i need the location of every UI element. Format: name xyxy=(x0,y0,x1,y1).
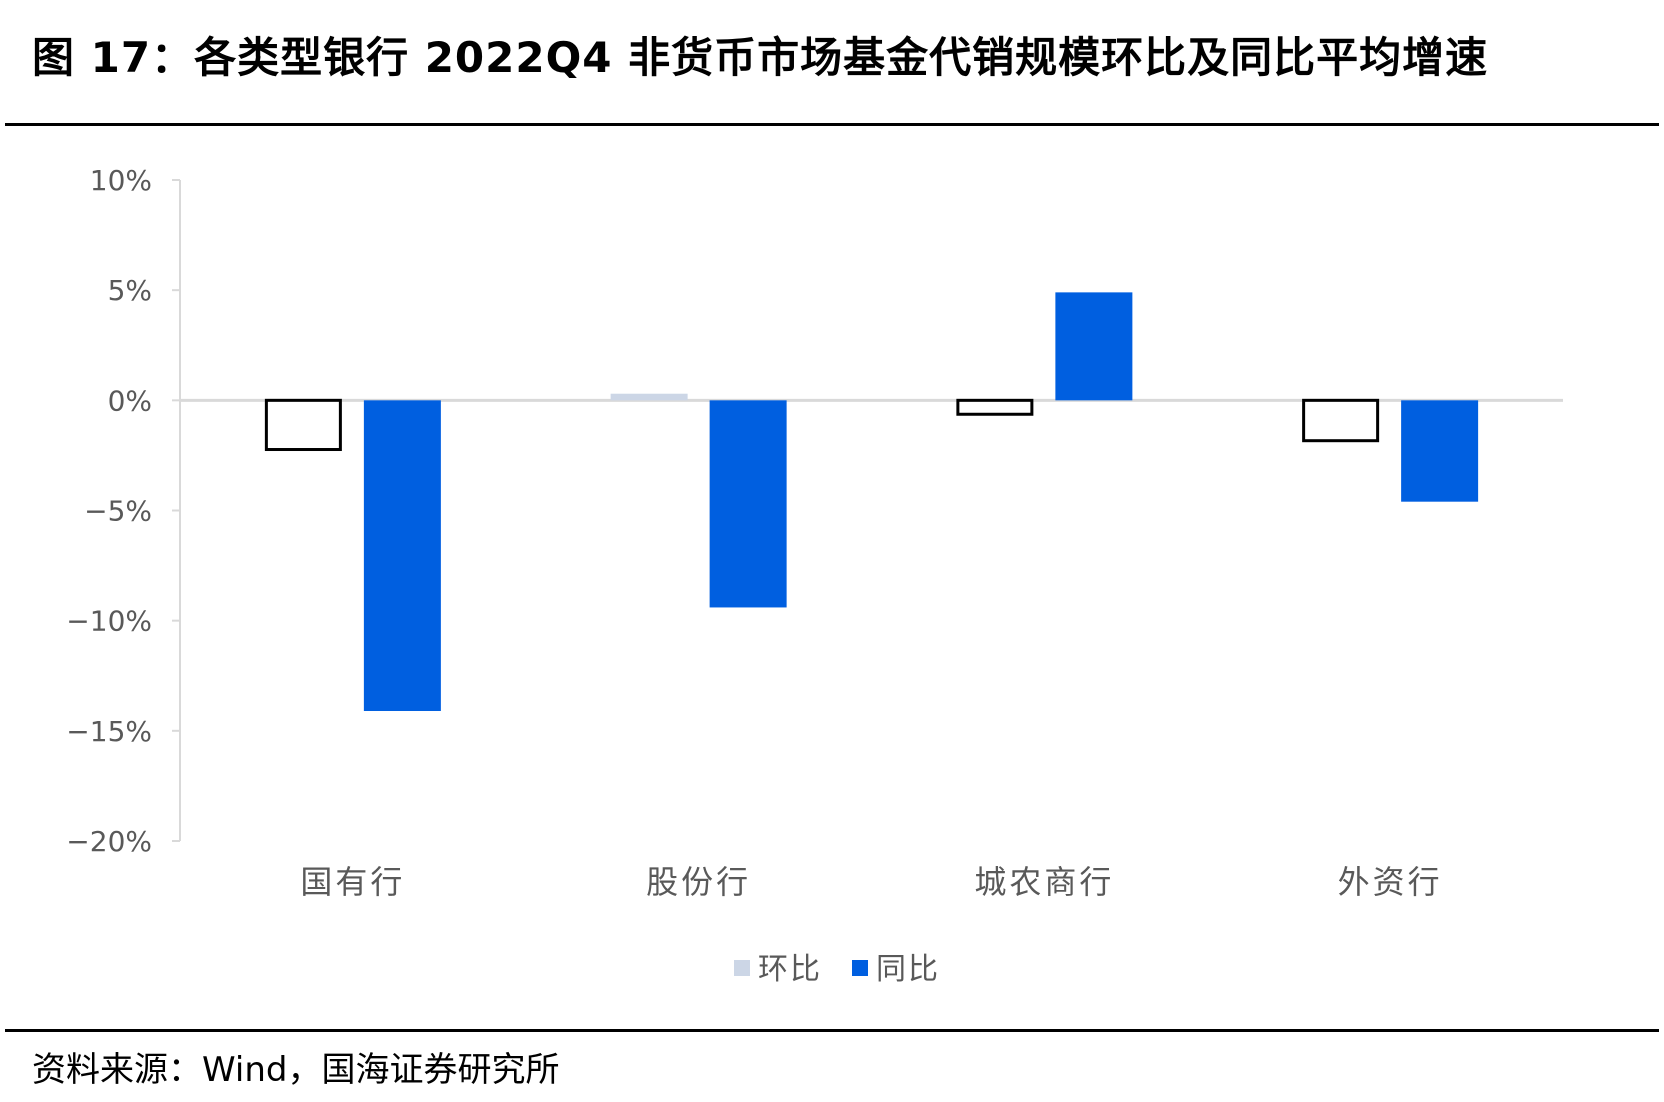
x-tick-label: 城农商行 xyxy=(974,863,1114,901)
x-tick-label: 外资行 xyxy=(1338,863,1443,901)
y-axis: 10% 5% 0% −5% −10% −15% −20% xyxy=(66,164,1563,858)
legend-swatch-1 xyxy=(734,960,750,976)
y-tick-label: 10% xyxy=(90,164,152,197)
y-tick-label: 5% xyxy=(108,274,152,307)
y-tick-label: −5% xyxy=(84,495,152,528)
legend: 环比 同比 xyxy=(734,952,940,987)
bar-yoy-4 xyxy=(1401,400,1479,502)
legend-swatch-2 xyxy=(852,960,868,976)
legend-label-2: 同比 xyxy=(876,952,940,987)
y-tick-label: 0% xyxy=(108,384,152,417)
y-tick-label: −20% xyxy=(66,825,152,858)
title-rule xyxy=(5,123,1659,126)
bar-yoy-1 xyxy=(363,400,441,712)
x-axis-labels: 国有行 股份行 城农商行 外资行 xyxy=(300,863,1443,901)
bar-qoq-4 xyxy=(1302,398,1380,443)
bar-qoq-2 xyxy=(610,393,688,401)
bar-chart: 10% 5% 0% −5% −10% −15% −20% 国有行 股份行 城农商行 外资行 环比 同… xyxy=(66,164,1563,987)
source-rule xyxy=(5,1029,1659,1032)
figure-title: 图 17：各类型银行 2022Q4 非货币市场基金代销规模环比及同比平均增速 xyxy=(32,33,1489,82)
legend-label-1: 环比 xyxy=(758,952,822,987)
y-tick-label: −15% xyxy=(66,715,152,748)
y-tick-label: −10% xyxy=(66,605,152,638)
x-tick-label: 国有行 xyxy=(300,863,405,901)
bar-yoy-2 xyxy=(709,400,787,608)
source-note: 资料来源：Wind，国海证券研究所 xyxy=(32,1050,560,1090)
bar-qoq-1 xyxy=(264,398,342,452)
x-tick-label: 股份行 xyxy=(646,863,751,901)
bar-yoy-3 xyxy=(1055,292,1133,401)
bars xyxy=(264,292,1479,712)
bar-qoq-3 xyxy=(956,398,1034,416)
